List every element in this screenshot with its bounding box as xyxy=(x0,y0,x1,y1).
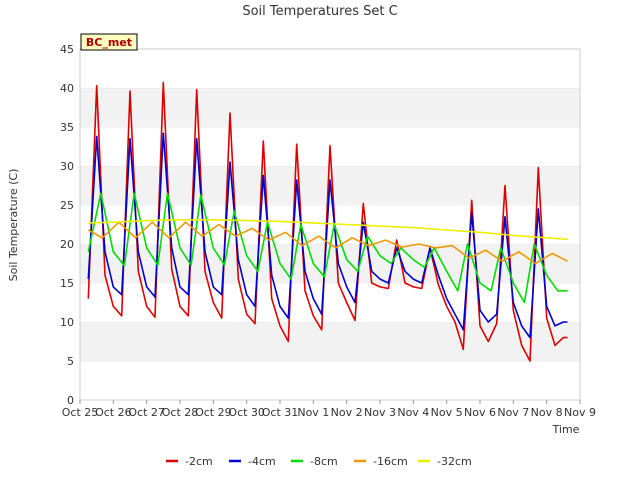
series-line-32cm xyxy=(88,219,568,241)
x-axis-label: Time xyxy=(552,423,580,436)
series-line-8cm xyxy=(87,192,568,304)
y-tick-label: 10 xyxy=(60,316,74,329)
legend-label: -8cm xyxy=(310,455,338,468)
x-tick-label: Nov 7 xyxy=(497,406,529,419)
series-line-4cm xyxy=(87,132,568,339)
grid-band xyxy=(80,322,580,361)
chart-title: Soil Temperatures Set C xyxy=(242,4,397,19)
x-tick-label: Oct 30 xyxy=(228,406,265,419)
legend-label: -16cm xyxy=(373,455,408,468)
x-tick-label: Nov 9 xyxy=(564,406,596,419)
x-tick-label: Nov 4 xyxy=(397,406,429,419)
y-tick-label: 0 xyxy=(67,394,74,407)
x-tick-label: Nov 2 xyxy=(331,406,363,419)
x-tick-label: Nov 3 xyxy=(364,406,396,419)
grid-band xyxy=(80,361,580,400)
station-label-box: BC_met xyxy=(80,33,138,51)
x-tick-label: Oct 28 xyxy=(162,406,199,419)
legend-label: -2cm xyxy=(185,455,213,468)
x-tick-label: Nov 5 xyxy=(431,406,463,419)
station-label: BC_met xyxy=(86,36,132,49)
y-tick-label: 5 xyxy=(67,355,74,368)
y-tick-label: 15 xyxy=(60,277,74,290)
x-tick-label: Nov 6 xyxy=(464,406,496,419)
y-tick-label: 30 xyxy=(60,160,74,173)
series-layer xyxy=(87,81,568,362)
y-tick-label: 35 xyxy=(60,121,74,134)
series-line-16cm xyxy=(87,221,568,265)
y-axis-label: Soil Temperature (C) xyxy=(7,169,20,282)
y-tick-label: 20 xyxy=(60,238,74,251)
y-tick-label: 40 xyxy=(60,82,74,95)
x-tick-label: Nov 8 xyxy=(531,406,563,419)
x-tick-label: Nov 1 xyxy=(297,406,329,419)
legend: -2cm -4cm -8cm -16cm -32cm xyxy=(166,455,472,468)
y-tick-label: 45 xyxy=(60,43,74,56)
x-tick-label: Oct 25 xyxy=(62,406,99,419)
x-tick-label: Oct 31 xyxy=(262,406,299,419)
grid-band xyxy=(80,88,580,127)
y-axis: 0 5 10 15 20 25 30 35 40 45 xyxy=(60,43,74,407)
x-tick-label: Oct 27 xyxy=(128,406,165,419)
legend-label: -32cm xyxy=(437,455,472,468)
y-tick-label: 25 xyxy=(60,199,74,212)
legend-label: -4cm xyxy=(248,455,276,468)
grid-band xyxy=(80,49,580,88)
plot-area xyxy=(79,48,581,401)
x-tick-label: Oct 26 xyxy=(95,406,132,419)
x-tick-label: Oct 29 xyxy=(195,406,232,419)
